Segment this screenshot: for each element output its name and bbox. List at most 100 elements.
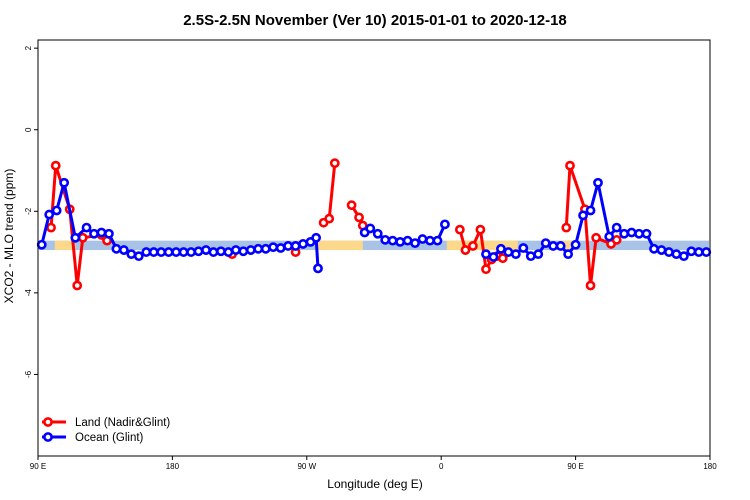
x-tick-label: 90 E bbox=[567, 462, 583, 471]
data-point bbox=[611, 222, 622, 233]
data-point bbox=[561, 222, 572, 233]
data-point bbox=[36, 239, 47, 250]
data-point bbox=[475, 224, 486, 235]
data-point bbox=[565, 160, 575, 171]
data-point bbox=[570, 239, 581, 250]
data-point bbox=[591, 232, 602, 243]
data-point bbox=[611, 234, 622, 245]
data-point bbox=[283, 241, 294, 251]
data-point bbox=[223, 247, 234, 257]
data-point bbox=[701, 247, 712, 257]
y-axis: 2 0 -2 -4 -6 bbox=[24, 45, 38, 378]
data-point bbox=[497, 253, 508, 264]
data-point bbox=[201, 245, 211, 255]
data-point bbox=[488, 252, 499, 262]
ocean-band bbox=[39, 240, 709, 251]
data-point bbox=[290, 241, 301, 251]
legend-label: Ocean (Glint) bbox=[75, 432, 144, 444]
data-point bbox=[678, 251, 689, 262]
legend-item-land: Land (Nadir&Glint) bbox=[42, 417, 170, 429]
data-point bbox=[81, 222, 92, 233]
data-point bbox=[585, 280, 596, 291]
data-point bbox=[641, 228, 652, 239]
data-point bbox=[329, 158, 340, 169]
data-point bbox=[50, 160, 61, 171]
data-point bbox=[163, 247, 174, 257]
land-band-segment bbox=[318, 240, 363, 251]
data-point bbox=[649, 243, 659, 254]
data-point bbox=[410, 238, 420, 249]
data-point bbox=[563, 249, 574, 260]
data-point bbox=[481, 249, 491, 260]
data-point bbox=[324, 213, 335, 224]
data-point bbox=[634, 228, 644, 239]
y-tick-label: -6 bbox=[24, 370, 33, 378]
data-point bbox=[540, 238, 551, 249]
y-tick-label: 2 bbox=[24, 45, 33, 50]
data-point bbox=[253, 243, 264, 254]
data-point bbox=[548, 241, 559, 251]
data-point bbox=[126, 249, 137, 260]
data-point bbox=[425, 235, 435, 246]
data-point bbox=[619, 228, 630, 239]
data-point bbox=[365, 223, 376, 234]
data-point bbox=[298, 239, 308, 249]
data-point bbox=[70, 232, 81, 243]
data-point bbox=[148, 247, 159, 257]
data-point bbox=[346, 200, 357, 211]
data-point bbox=[141, 247, 152, 257]
data-point bbox=[460, 245, 471, 255]
data-point bbox=[372, 228, 383, 239]
x-axis-label: Longitude (deg E) bbox=[327, 477, 422, 491]
data-point bbox=[693, 247, 704, 257]
x-axis: 90 E 180 90 W 0 90 E 180 bbox=[30, 456, 717, 471]
data-point bbox=[604, 231, 615, 242]
series-land bbox=[46, 158, 622, 291]
data-point bbox=[208, 247, 219, 257]
y-tick-label: 0 bbox=[24, 127, 33, 132]
data-point bbox=[311, 232, 322, 243]
chart-title: 2.5S-2.5N November (Ver 10) 2015-01-01 t… bbox=[183, 12, 567, 29]
series-layer bbox=[36, 158, 712, 291]
data-point bbox=[664, 247, 674, 257]
data-point bbox=[525, 251, 536, 262]
data-point bbox=[593, 177, 603, 188]
data-point bbox=[395, 236, 406, 247]
data-point bbox=[186, 247, 196, 257]
data-point bbox=[230, 245, 241, 255]
data-point bbox=[454, 224, 465, 235]
data-point bbox=[585, 205, 596, 216]
data-point bbox=[59, 177, 70, 188]
legend-label: Land (Nadir&Glint) bbox=[75, 417, 170, 429]
data-point bbox=[555, 241, 566, 251]
data-point bbox=[89, 228, 99, 239]
data-point bbox=[118, 245, 129, 255]
data-point bbox=[432, 235, 443, 246]
data-point bbox=[686, 246, 697, 257]
y-axis-label: XCO2 - MLO trend (ppm) bbox=[2, 169, 16, 304]
data-point bbox=[468, 241, 478, 251]
plot-frame bbox=[37, 39, 711, 457]
legend: Land (Nadir&Glint) Ocean (Glint) bbox=[42, 417, 170, 444]
data-point bbox=[518, 243, 529, 253]
data-point bbox=[44, 209, 55, 220]
data-point bbox=[193, 246, 204, 257]
x-tick-label: 90 E bbox=[30, 462, 46, 471]
data-point bbox=[96, 227, 107, 238]
data-point bbox=[72, 280, 83, 291]
series-ocean bbox=[36, 177, 712, 274]
x-tick-label: 180 bbox=[166, 462, 180, 471]
y-tick-label: -2 bbox=[24, 207, 33, 215]
data-point bbox=[440, 219, 450, 230]
legend-swatch-marker bbox=[43, 432, 53, 442]
data-point bbox=[417, 234, 428, 244]
data-point bbox=[238, 246, 249, 257]
data-point bbox=[533, 249, 544, 260]
data-point bbox=[380, 234, 391, 245]
data-point bbox=[626, 227, 637, 238]
land-band-segment bbox=[560, 240, 578, 251]
data-point bbox=[275, 243, 286, 253]
x-tick-label: 180 bbox=[703, 462, 717, 471]
data-point bbox=[133, 251, 144, 262]
